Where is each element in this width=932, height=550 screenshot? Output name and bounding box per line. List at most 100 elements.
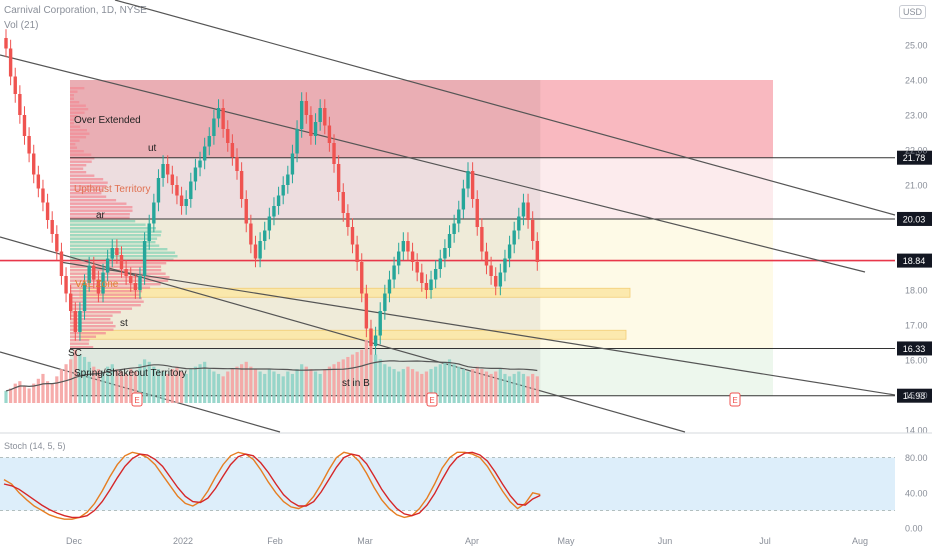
candle-body bbox=[484, 251, 489, 266]
candle-body bbox=[346, 213, 350, 227]
candle-body bbox=[355, 244, 359, 262]
volume-bar bbox=[387, 366, 392, 403]
chart-annotation: VAL Zone bbox=[75, 279, 119, 290]
time-axis-tick: Mar bbox=[357, 536, 373, 546]
candle-body bbox=[452, 223, 456, 234]
candle-body bbox=[258, 241, 262, 259]
time-axis-tick: 2022 bbox=[173, 536, 193, 546]
volume-profile-bar bbox=[70, 104, 86, 107]
candle-body bbox=[119, 255, 124, 269]
time-axis-tick: Dec bbox=[66, 536, 83, 546]
volume-profile-bar bbox=[70, 146, 78, 149]
volume-bar bbox=[429, 369, 433, 403]
stoch-k-line bbox=[3, 451, 541, 520]
candle-body bbox=[415, 262, 419, 273]
candle-body bbox=[521, 202, 526, 217]
candle-body bbox=[138, 276, 142, 290]
candle-body bbox=[115, 248, 119, 255]
chart-annotation: ar bbox=[96, 210, 106, 221]
price-axis-tick: 15.00 bbox=[905, 391, 928, 401]
price-axis-tick: 22.00 bbox=[905, 146, 928, 156]
candle-body bbox=[55, 234, 59, 252]
candle-body bbox=[8, 48, 13, 77]
volume-profile-bar bbox=[70, 304, 141, 307]
volume-bar bbox=[96, 369, 100, 403]
volume-bar bbox=[119, 371, 124, 403]
candle-body bbox=[129, 276, 133, 283]
candle-body bbox=[323, 108, 327, 126]
currency-badge[interactable]: USD bbox=[898, 5, 926, 19]
volume-bar bbox=[129, 369, 133, 403]
time-axis-tick: May bbox=[557, 536, 575, 546]
price-level-value: 20.03 bbox=[903, 214, 926, 224]
candle-body bbox=[420, 272, 424, 283]
candle-body bbox=[133, 283, 138, 290]
volume-bar bbox=[503, 373, 507, 403]
volume-bar bbox=[198, 364, 202, 403]
volume-profile-bar bbox=[70, 265, 162, 268]
candle-body bbox=[244, 199, 248, 224]
volume-profile-bar bbox=[70, 262, 167, 265]
volume-profile-bar bbox=[70, 143, 76, 146]
volume-profile-bar bbox=[70, 283, 161, 286]
volume-bar bbox=[378, 359, 382, 403]
price-axis-tick: 24.00 bbox=[905, 76, 928, 86]
volume-bar bbox=[59, 369, 64, 403]
volume-bar bbox=[258, 371, 262, 403]
candle-body bbox=[36, 174, 41, 189]
volume-bar bbox=[156, 369, 161, 403]
volume-profile-bar bbox=[70, 237, 158, 240]
volume-bar bbox=[461, 369, 465, 403]
candle-body bbox=[156, 178, 161, 203]
volume-bar bbox=[253, 369, 258, 403]
candle-body bbox=[267, 216, 272, 231]
volume-bar bbox=[475, 366, 479, 403]
volume-bar bbox=[406, 366, 410, 403]
volume-bar bbox=[480, 369, 484, 403]
volume-bar bbox=[78, 354, 82, 403]
volume-indicator-label: Vol (21) bbox=[4, 20, 39, 31]
volume-bar bbox=[18, 381, 22, 403]
volume-profile-bar bbox=[70, 321, 114, 324]
volume-bar bbox=[313, 371, 318, 403]
volume-profile-bar bbox=[70, 115, 78, 118]
candle-body bbox=[295, 129, 299, 154]
volume-bar bbox=[45, 381, 50, 403]
price-level-tag bbox=[897, 341, 932, 356]
earnings-marker-icon bbox=[729, 392, 741, 407]
candle-body bbox=[193, 167, 198, 182]
volume-bar bbox=[332, 364, 336, 403]
candle-body bbox=[429, 279, 433, 290]
candle-body bbox=[175, 185, 179, 196]
volume-bar bbox=[364, 340, 368, 403]
candle-body bbox=[96, 279, 101, 294]
candle-body bbox=[235, 157, 239, 171]
volume-bar bbox=[300, 364, 304, 403]
volume-bar bbox=[355, 352, 359, 403]
volume-profile-bar bbox=[70, 297, 142, 300]
candle-body bbox=[18, 94, 22, 115]
volume-bar bbox=[212, 371, 216, 403]
volume-profile-bar bbox=[70, 90, 78, 93]
volume-bar bbox=[41, 373, 45, 403]
volume-bar bbox=[27, 388, 31, 403]
candle-body bbox=[503, 258, 507, 273]
candle-body bbox=[318, 108, 322, 122]
candle-body bbox=[189, 181, 193, 199]
candle-body bbox=[517, 216, 521, 231]
volume-bar bbox=[452, 364, 456, 403]
volume-bar bbox=[32, 383, 36, 403]
trend-line bbox=[0, 54, 866, 273]
volume-bar bbox=[69, 359, 73, 403]
volume-profile-bar bbox=[70, 328, 114, 331]
candle-body bbox=[198, 160, 202, 168]
candle-body bbox=[59, 251, 64, 276]
stoch-axis-tick: 0.00 bbox=[905, 524, 923, 534]
chart-annotation: Over Extended bbox=[74, 115, 141, 126]
val-zone-upper bbox=[79, 287, 631, 298]
volume-bar bbox=[110, 364, 114, 403]
candle-body bbox=[161, 164, 165, 178]
volume-profile-bar bbox=[70, 286, 151, 289]
candle-body bbox=[457, 209, 461, 224]
